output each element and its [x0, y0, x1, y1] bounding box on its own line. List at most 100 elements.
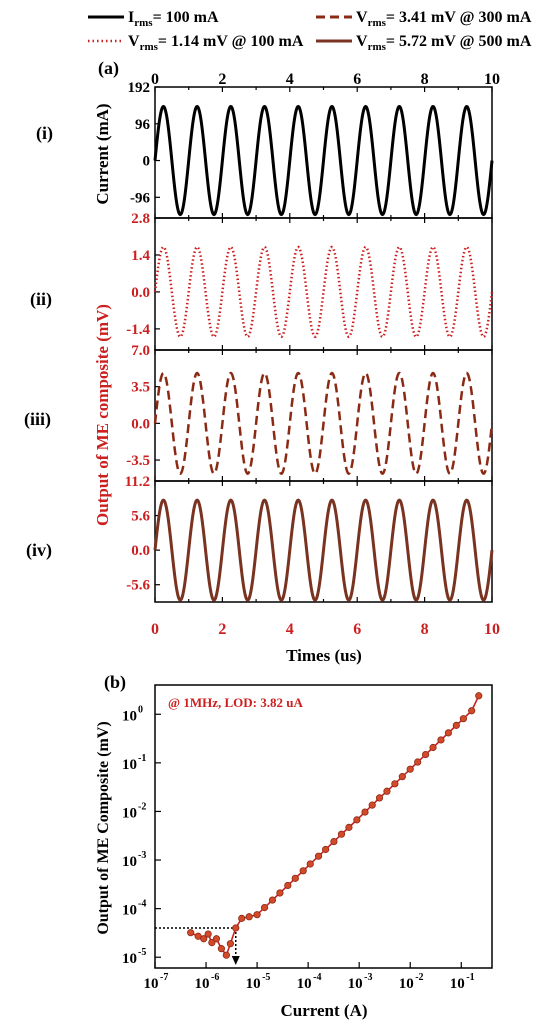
ylabel-output-me: Output of ME composite (mV): [93, 304, 112, 526]
data-point: [383, 787, 391, 795]
roman-label-iv: (iv): [26, 540, 52, 561]
y-tick-exponent: -2: [138, 801, 146, 812]
panel-b-label: (b): [104, 672, 126, 693]
bottom-x-tick-label: 8: [421, 621, 429, 638]
panel-b-axes: 10 -7 10 -6 10 -5 10 -4 10 -3 10 -2 10 -110 -510 -410 -3…: [122, 704, 475, 992]
top-x-tick-label: 6: [353, 71, 361, 88]
legend-label-300ma: Vrms= 3.41 mV @ 300 mA: [356, 9, 532, 29]
legend-entry-100ma: Vrms= 1.14 mV @ 100 mA: [88, 33, 304, 53]
y-tick-exponent: -1: [138, 753, 146, 764]
data-point: [368, 801, 376, 809]
panel-b-series: [187, 692, 483, 959]
data-point: [353, 816, 361, 824]
data-point: [232, 924, 240, 932]
subplot-ii: 2.8 1.4 0.0 -1.4: [126, 211, 494, 351]
y-tick-label: 3.5: [131, 380, 150, 396]
y-tick-exponent: -4: [138, 899, 146, 910]
data-point: [284, 881, 292, 890]
data-point: [222, 951, 230, 959]
x-tick-label: 10: [246, 976, 261, 992]
y-tick-label: 96: [135, 117, 151, 133]
data-point: [475, 692, 483, 700]
data-point: [322, 845, 330, 854]
data-point: [212, 935, 221, 943]
y-tick-label: 192: [128, 80, 151, 96]
y-tick-label: -1.4: [126, 322, 150, 338]
x-tick-label: 10: [195, 976, 210, 992]
bottom-x-tick-label: 6: [353, 621, 361, 638]
data-point: [299, 867, 307, 875]
data-point: [226, 940, 234, 948]
data-point: [421, 750, 430, 759]
y-tick-exponent: -3: [138, 850, 146, 861]
data-point: [337, 830, 346, 838]
x-tick-exponent: -4: [313, 972, 321, 983]
data-point: [361, 808, 369, 816]
xlabel-current-b: Current (A): [280, 1001, 367, 1020]
legend-label-irms: Irms= 100 mA: [128, 9, 219, 29]
data-point: [330, 837, 338, 846]
data-point: [260, 903, 269, 912]
waveform-line: [153, 245, 494, 339]
data-point: [291, 874, 299, 882]
data-point: [253, 911, 261, 919]
legend-label-100ma: Vrms= 1.14 mV @ 100 mA: [128, 33, 304, 53]
top-x-tick-label: 8: [421, 71, 429, 88]
series-line: [190, 695, 480, 957]
data-point: [468, 707, 476, 715]
y-tick-label: 5.6: [131, 509, 150, 525]
ylabel-output-b: Output of ME Composite (mV): [95, 721, 112, 934]
waveform-line: [153, 104, 494, 217]
panel-b-lod-markers: [155, 927, 240, 965]
data-point: [204, 930, 212, 938]
x-tick-label: 10: [399, 976, 414, 992]
top-x-tick-label: 4: [286, 71, 294, 88]
y-tick-label: -3.5: [126, 453, 150, 469]
data-point: [459, 715, 467, 723]
bottom-x-tick-label: 0: [151, 621, 159, 638]
panel-a: (a) 0 2 4 6 8 10 0 2 4 6 8 10 (i) (ii) (iii) (iv) …: [24, 58, 500, 665]
data-point: [200, 935, 208, 943]
waveform-line: [153, 498, 494, 602]
y-tick-label: 11.2: [125, 474, 150, 490]
y-tick-label: 10: [122, 854, 137, 870]
data-point: [217, 945, 226, 953]
data-point: [429, 743, 437, 752]
ylabel-current: Current (mA): [93, 103, 112, 204]
legend-entry-irms: Irms= 100 mA: [88, 9, 219, 29]
data-point: [375, 794, 384, 802]
y-tick-label: -96: [130, 190, 150, 206]
top-x-tick-label: 10: [484, 71, 500, 88]
y-tick-label: 7.0: [131, 343, 150, 359]
legend: Irms= 100 mA Vrms= 3.41 mV @ 300 mA Vrms…: [88, 9, 532, 53]
data-point: [245, 913, 253, 921]
roman-label-i: (i): [36, 123, 53, 144]
data-point: [306, 860, 314, 868]
data-point: [238, 914, 246, 922]
x-tick-exponent: -7: [160, 972, 168, 983]
x-tick-label: 10: [297, 976, 312, 992]
y-tick-label: 2.8: [131, 211, 150, 227]
subplot-iii: 7.0 3.5 0.0 -3.5: [126, 343, 494, 482]
bottom-x-tick-label: 2: [218, 621, 226, 638]
data-point: [437, 736, 445, 744]
data-point: [444, 729, 453, 737]
panel-a-label: (a): [98, 58, 119, 79]
y-tick-label: 0.0: [131, 543, 150, 559]
roman-label-ii: (ii): [30, 289, 52, 310]
x-tick-exponent: -5: [262, 972, 270, 983]
y-tick-label: 0.0: [131, 416, 150, 432]
x-tick-exponent: -1: [466, 972, 474, 983]
xlabel-times: Times (us): [286, 646, 362, 665]
x-tick-label: 10: [348, 976, 363, 992]
data-point: [414, 758, 422, 766]
x-tick-exponent: -2: [415, 972, 423, 983]
y-tick-label: 10: [122, 757, 137, 773]
y-tick-exponent: 0: [138, 704, 143, 715]
waveform-line: [153, 371, 494, 476]
legend-label-500ma: Vrms= 5.72 mV @ 500 mA: [356, 33, 532, 53]
y-tick-label: 0.0: [131, 285, 150, 301]
subplot-iv: 11.2 5.6 0.0 -5.6: [125, 474, 494, 603]
bottom-x-tick-label: 10: [484, 621, 500, 638]
